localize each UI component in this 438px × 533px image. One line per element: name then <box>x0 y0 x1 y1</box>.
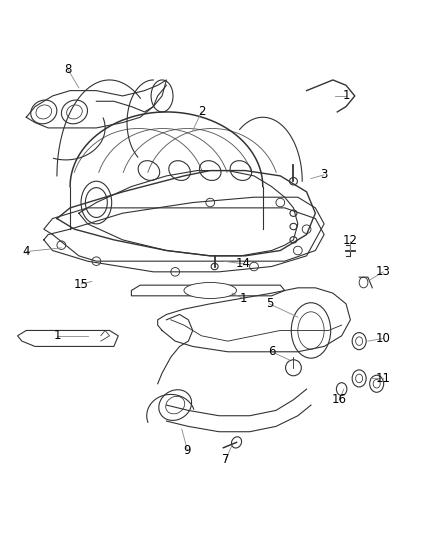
Text: 5: 5 <box>266 297 273 310</box>
Text: 13: 13 <box>376 265 391 278</box>
Text: 11: 11 <box>376 372 391 385</box>
Text: 8: 8 <box>64 63 71 76</box>
Text: 6: 6 <box>268 345 276 358</box>
Text: 1: 1 <box>342 90 350 102</box>
Text: 7: 7 <box>222 453 230 466</box>
Ellipse shape <box>352 333 366 350</box>
Ellipse shape <box>231 437 242 448</box>
Ellipse shape <box>290 177 297 185</box>
Text: 12: 12 <box>343 235 358 247</box>
Text: 16: 16 <box>332 393 347 406</box>
Text: 9: 9 <box>184 444 191 457</box>
Polygon shape <box>131 285 285 296</box>
Polygon shape <box>18 330 118 346</box>
Ellipse shape <box>370 375 384 392</box>
Ellipse shape <box>356 337 363 345</box>
Ellipse shape <box>211 263 218 270</box>
Ellipse shape <box>352 370 366 387</box>
Ellipse shape <box>184 282 237 298</box>
Text: 1: 1 <box>239 292 247 305</box>
Text: 3: 3 <box>321 168 328 181</box>
Ellipse shape <box>336 383 347 395</box>
Ellipse shape <box>373 379 380 388</box>
Text: 15: 15 <box>74 278 88 290</box>
Ellipse shape <box>356 374 363 383</box>
Text: 4: 4 <box>22 245 30 258</box>
Text: 14: 14 <box>236 257 251 270</box>
Text: 2: 2 <box>198 106 205 118</box>
Text: 10: 10 <box>376 332 391 345</box>
Text: 1: 1 <box>53 329 61 342</box>
